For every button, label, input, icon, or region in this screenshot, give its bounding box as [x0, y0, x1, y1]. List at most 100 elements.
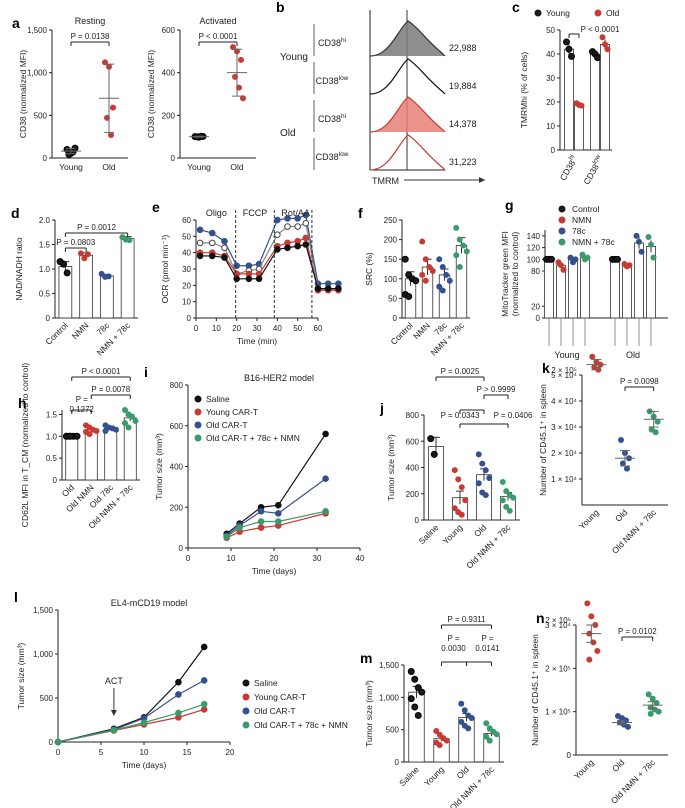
- y-tick-label: 200: [170, 503, 184, 512]
- y-tick-label: 1.0: [39, 265, 51, 274]
- series-marker: [257, 508, 265, 515]
- cat-main: CD38: [558, 158, 578, 182]
- y-tick-label: 120: [527, 244, 541, 253]
- y-tick-label: 1,500: [27, 26, 48, 35]
- data-point: [86, 431, 93, 438]
- data-point: [558, 262, 564, 269]
- panel-d: d 0 0.5 1.0 1.5 2.0 NAD/NADH ratio Control NMN 78…: [11, 205, 138, 358]
- series-marker: [274, 216, 281, 224]
- annotation: FCCP: [243, 208, 268, 218]
- panel-letter: m: [360, 650, 372, 666]
- y-tick-label: 0.5: [46, 454, 58, 463]
- data-point: [455, 476, 462, 483]
- data-point: [602, 41, 608, 48]
- y-tick-label-top: 2 × 10⁵: [551, 366, 577, 375]
- y-tick-label: 0: [43, 154, 48, 163]
- act-arrow-head: [110, 710, 117, 716]
- series-marker: [196, 252, 204, 260]
- histogram-curve: [369, 58, 446, 95]
- x-category-label: Old: [230, 162, 244, 172]
- data-point: [407, 667, 415, 675]
- row-label-main: CD38: [318, 114, 341, 124]
- panel-a1: a Resting 0 500 1,000 1,500 CD38 (normalized M…: [12, 15, 128, 172]
- series-marker: [208, 239, 216, 247]
- bar: [568, 258, 578, 319]
- y-tick-label: 80: [531, 267, 540, 276]
- series-marker: [294, 223, 301, 230]
- x-category-label: Young: [577, 507, 601, 531]
- data-point: [60, 260, 68, 268]
- y-tick-label: 60: [182, 216, 191, 225]
- mfi-value: 19,884: [449, 81, 477, 91]
- y-tick-label: 10: [182, 298, 191, 307]
- p-value-label: P = 0.0025: [441, 367, 480, 376]
- y-tick-label: 0: [567, 751, 572, 760]
- y-tick-label: 600: [406, 437, 420, 446]
- legend-swatch: [242, 721, 250, 729]
- data-point: [475, 480, 482, 487]
- legend-label: Young CAR-T: [254, 692, 306, 702]
- data-point: [486, 737, 493, 744]
- y-tick-label: 20: [531, 302, 540, 311]
- p-value-label: P =: [481, 634, 493, 643]
- panel-letter: b: [276, 0, 285, 15]
- p-value-label: P < 0.0001: [82, 367, 121, 376]
- panel-k: k 1 × 10⁴ 2 × 10⁴ 3 × 10⁴ 4 × 10⁴ 5 × 10⁴Numb…: [538, 353, 668, 556]
- data-point: [429, 267, 436, 274]
- y-axis-label: CD38 (normalized MFI): [18, 50, 28, 138]
- y-tick-label: 500: [34, 111, 48, 120]
- series-marker: [275, 501, 282, 509]
- data-point: [458, 484, 465, 491]
- series-marker: [257, 524, 265, 531]
- group-label: Old: [626, 350, 640, 360]
- bar: [544, 258, 554, 319]
- data-point: [645, 234, 652, 241]
- data-point: [506, 507, 513, 514]
- y-tick-label: 30: [546, 74, 555, 83]
- y-tick-label: 100: [384, 275, 398, 284]
- y-tick-label: 500: [386, 726, 400, 735]
- data-point: [463, 248, 470, 255]
- histogram-curve: [369, 96, 446, 133]
- x-tick-label: 15: [183, 748, 192, 757]
- y-axis-label: Tumor size (mm³): [16, 642, 26, 709]
- y-axis-label: SRC (%): [364, 252, 374, 286]
- x-category-label: Old: [454, 764, 471, 781]
- data-point: [510, 494, 517, 501]
- mfi-value: 31,223: [449, 157, 477, 167]
- series-marker: [200, 643, 208, 651]
- y-tick-label: 0: [395, 758, 400, 767]
- x-category-label: CD38low: [580, 153, 605, 186]
- data-point: [427, 435, 435, 443]
- data-point: [586, 656, 593, 663]
- x-tick-label: 30: [253, 324, 262, 333]
- data-point: [414, 684, 422, 692]
- row-label: CD38hi: [318, 113, 346, 124]
- bar: [428, 446, 444, 521]
- data-point: [108, 131, 114, 138]
- panel-letter: h: [18, 395, 27, 411]
- data-point: [486, 475, 493, 481]
- data-point: [625, 723, 631, 730]
- group-label: Old: [280, 128, 296, 139]
- data-point: [560, 266, 567, 273]
- row-label-sup: hi: [341, 113, 346, 120]
- series-marker: [302, 234, 310, 242]
- p-value-label: P = 0.0138: [71, 32, 110, 41]
- bar: [580, 257, 590, 319]
- x-category-label: Old: [102, 162, 116, 172]
- data-point: [652, 429, 659, 436]
- series-marker: [221, 254, 228, 261]
- y-tick-label: 200: [406, 490, 420, 499]
- panel-letter: e: [152, 199, 160, 215]
- data-point: [465, 725, 472, 732]
- y-tick-label: 50: [546, 26, 555, 35]
- y-tick-label: 0: [551, 146, 556, 155]
- series-marker: [302, 219, 310, 227]
- y-tick-label: 800: [170, 381, 184, 390]
- data-point: [453, 224, 460, 231]
- y-tick-label: 140: [527, 232, 541, 241]
- chart-title: EL4-mCD19 model: [111, 598, 188, 608]
- legend-swatch: [194, 421, 202, 429]
